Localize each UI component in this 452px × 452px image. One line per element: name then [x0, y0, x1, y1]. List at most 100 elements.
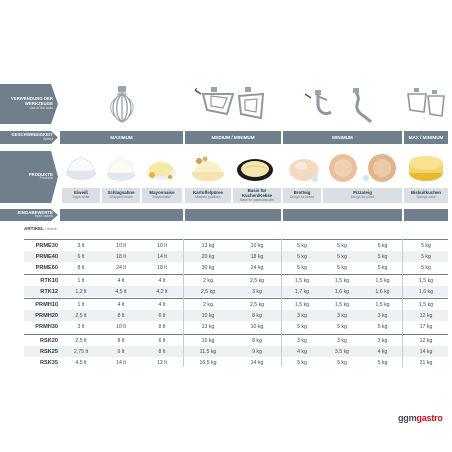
capacity-cell: 9 kg: [252, 348, 262, 355]
model-name: PRMH30: [35, 323, 58, 330]
capacity-cell: 4 kg: [297, 348, 307, 355]
article-header: ARTIKEL / Article: [24, 226, 57, 231]
capacity-cell: 4,2 lt: [156, 288, 168, 295]
capacity-cell: 8 lt: [117, 312, 125, 319]
whipped-cream-bowl-icon: [102, 150, 140, 186]
table-row: [24, 286, 448, 297]
flat-beater-icon: [194, 87, 265, 120]
capacity-cell: 1 lt: [77, 301, 85, 308]
capacity-cell: 1,5 kg: [375, 301, 390, 308]
capacity-cell: 10 lt: [157, 242, 167, 249]
capacity-cell: 5 kg: [377, 253, 388, 260]
input-bar-0: [60, 209, 183, 221]
capacity-cell: 1,2 lt: [75, 288, 87, 295]
capacity-cell: 8 kg: [252, 337, 262, 344]
capacity-cell: 30 kg: [201, 264, 215, 271]
capacity-cell: 4 lt: [158, 277, 166, 284]
capacity-cell: 2 kg: [203, 277, 213, 284]
section-separator: [402, 239, 403, 367]
capacity-cell: 5 kg: [377, 359, 388, 366]
capacity-cell: 5 kg: [377, 264, 388, 271]
capacity-cell: 8 kg: [252, 312, 262, 319]
capacity-cell: 9 lt: [117, 348, 125, 355]
capacity-cell: 2,5 kg: [200, 288, 216, 295]
input-bar-3: [404, 209, 448, 221]
product-label-2: Mayonnaise Mayonnaise: [142, 188, 182, 203]
capacity-cell: 8 lt: [77, 264, 85, 271]
capacity-cell: 14 kg: [419, 348, 433, 355]
capacity-cell: 1,6 kg: [418, 288, 434, 295]
capacity-cell: 1 lt: [77, 277, 85, 284]
capacity-cell: 14 lt: [116, 359, 126, 366]
speed-band-max-minimum: MAX / MINIMUM: [404, 131, 448, 144]
capacity-cell: 4 lt: [117, 301, 125, 308]
capacity-cell: 1,5 kg: [418, 301, 434, 308]
capacity-cell: 5 kg: [297, 323, 307, 330]
capacity-cell: 3 kg: [297, 337, 307, 344]
capacity-cell: 21 kg: [419, 359, 433, 366]
capacity-cell: 5 kg: [337, 323, 347, 330]
capacity-cell: 18 lt: [116, 253, 126, 260]
capacity-cell: 5 kg: [297, 253, 307, 260]
capacity-cell: 2,5 kg: [249, 301, 265, 308]
capacity-cell: 1,6 kg: [334, 288, 350, 295]
capacity-cell: 18 kg: [250, 253, 264, 260]
capacity-cell: 16,5 kg: [199, 359, 217, 366]
product-label-5: Brotteig Dough for bread: [283, 188, 321, 203]
sponge-cake-icon: [405, 150, 447, 186]
capacity-cell: 5 kg: [337, 359, 347, 366]
capacity-cell: 3 kg: [337, 312, 347, 319]
speed-band-minimum: MINIMUM: [283, 131, 402, 144]
egg-white-bowl-icon: [62, 150, 100, 186]
capacity-cell: 2 kg: [203, 301, 213, 308]
product-label-6: Pizzateig Dough for pizza: [323, 188, 402, 203]
capacity-cell: 3 kg: [377, 312, 388, 319]
capacity-cell: 4,5 lt: [75, 359, 87, 366]
capacity-cell: 1,6 kg: [375, 288, 390, 295]
products-label: PRODUKTE Products: [0, 151, 58, 203]
model-name: PRME60: [35, 264, 58, 271]
capacity-cell: 10 kg: [201, 337, 215, 344]
combo-tool: [404, 83, 448, 125]
capacity-cell: 5 kg: [337, 253, 347, 260]
cake-base-plate-icon: [233, 150, 277, 186]
dough-hook-tool: [283, 83, 402, 125]
capacity-cell: 5 kg: [421, 242, 431, 249]
section-separator: [281, 239, 282, 367]
capacity-cell: 6 lt: [77, 253, 85, 260]
capacity-cell: 18 lt: [157, 264, 167, 271]
whisk-tool: [60, 83, 183, 125]
mashed-potatoes-bowl-icon: [187, 150, 229, 186]
model-name: PRMH20: [35, 312, 58, 319]
capacity-cell: 10 kg: [201, 312, 215, 319]
speed-band-maximum: MAXIMUM: [60, 131, 183, 144]
capacity-cell: 24 kg: [250, 264, 264, 271]
capacity-cell: 8 lt: [158, 348, 166, 355]
table-row: [24, 251, 448, 262]
capacity-cell: 4,5 lt: [115, 288, 127, 295]
tools-label: VERWENDUNG DER WERKZEUGE Use of the tool…: [0, 84, 58, 124]
capacity-cell: 1,7 kg: [294, 288, 310, 295]
product-label-0: Eiweiß Egg's white: [62, 188, 100, 203]
product-label-1: Schlagsahne Whipped cream: [102, 188, 140, 203]
capacity-cell: 5 kg: [297, 242, 307, 249]
section-separator: [183, 239, 184, 367]
capacity-cell: 3 lt: [77, 242, 85, 249]
capacity-cell: 1,5 kg: [334, 301, 350, 308]
capacity-cell: 2,5 lt: [75, 312, 87, 319]
product-label-4: Basis für Kuchen/Kekse Base for cakes/bis…: [233, 188, 281, 203]
capacity-cell: 6 lt: [158, 337, 166, 344]
model-name: RSK35: [39, 359, 58, 366]
input-label: EINGABEWERTE Input values: [0, 209, 58, 221]
capacity-cell: 4 lt: [117, 277, 125, 284]
capacity-cell: 13 kg: [201, 242, 215, 249]
capacity-cell: 14 kg: [250, 359, 264, 366]
model-name: RSK25: [39, 348, 58, 355]
group-divider: [24, 274, 448, 275]
capacity-cell: 1,5 kg: [375, 277, 390, 284]
capacity-cell: 12 kg: [419, 337, 433, 344]
table-row: [24, 310, 448, 321]
capacity-cell: 24 lt: [116, 264, 126, 271]
capacity-cell: 4 lt: [158, 301, 166, 308]
